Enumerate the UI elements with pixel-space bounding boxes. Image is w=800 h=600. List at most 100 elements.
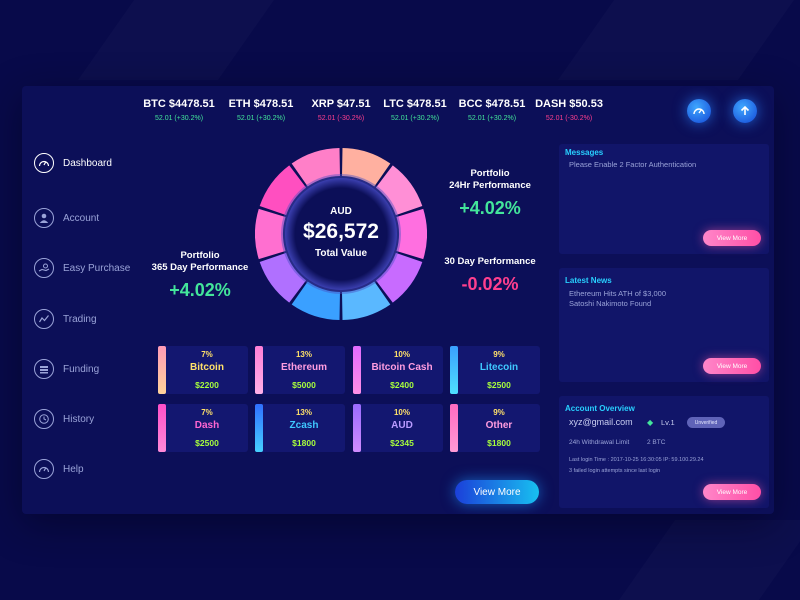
clock-icon (34, 409, 54, 429)
messages-title: Messages (565, 148, 604, 157)
ticker-name: BTC $4478.51 (143, 98, 215, 110)
perf-30d-label: 30 Day Performance (444, 256, 536, 267)
news-title: Latest News (565, 276, 612, 285)
asset-card[interactable]: 13% Ethereum $5000 (255, 346, 345, 394)
sidebar-item-label: History (63, 413, 95, 425)
account-level: Lv.1 (661, 418, 675, 427)
speedometer-icon[interactable] (687, 99, 711, 123)
ticker-name: ETH $478.51 (228, 98, 294, 110)
news-item[interactable]: Ethereum Hits ATH of $3,000 (569, 289, 666, 298)
donut-segment (342, 148, 391, 187)
view-more-button[interactable]: View More (455, 480, 539, 504)
asset-name: Ethereum (280, 362, 328, 373)
status-badge: Unverified (687, 417, 725, 428)
asset-percent: 13% (295, 350, 312, 359)
asset-percent: 9% (493, 408, 505, 417)
sidebar-item-label: Account (63, 212, 100, 224)
asset-card[interactable]: 13% Zcash $1800 (255, 404, 345, 452)
donut-segment (291, 148, 340, 187)
messages-view-more-button[interactable]: View More (703, 230, 761, 246)
background-shape (558, 0, 800, 80)
withdraw-limit-value: 2 BTC (647, 439, 666, 446)
asset-color-stripe (353, 346, 361, 394)
ticker-item[interactable]: BTC $4478.51 52.01 (+30.2%) (134, 98, 224, 122)
sidebar-item-trading[interactable]: Trading (34, 306, 154, 332)
asset-price: $2345 (390, 438, 414, 448)
sidebar-item-label: Trading (63, 313, 97, 325)
perf-365d-label: 365 Day Performance (151, 262, 249, 273)
asset-price: $2500 (195, 438, 219, 448)
asset-card[interactable]: 10% AUD $2345 (353, 404, 443, 452)
message-item[interactable]: Please Enable 2 Factor Authentication (569, 160, 697, 169)
perf-30d-value: -0.02% (461, 274, 519, 294)
ticker-item[interactable]: DASH $50.53 52.01 (-30.2%) (524, 98, 614, 122)
diamond-icon: ◆ (647, 418, 654, 427)
donut-segment (255, 208, 286, 260)
ticker-change: 52.01 (-30.2%) (545, 115, 593, 122)
asset-card[interactable]: 9% Litecoin $2500 (450, 346, 540, 394)
asset-percent: 9% (493, 350, 505, 359)
asset-percent: 13% (295, 408, 312, 417)
perf-365d-label: Portfolio (180, 250, 220, 261)
help-icon (34, 459, 54, 479)
donut-segment (375, 165, 423, 216)
sidebar-item-dashboard[interactable]: Dashboard (34, 150, 154, 176)
failed-login-info: 3 failed login attempts since last login (569, 468, 661, 474)
asset-card[interactable]: 10% Bitcoin Cash $2400 (353, 346, 443, 394)
funding-icon (34, 359, 54, 379)
news-card: Latest News Ethereum Hits ATH of $3,000 … (559, 268, 769, 382)
last-login-info: Last login Time : 2017-10-25 16:30:05 IP… (569, 457, 704, 463)
sidebar-item-help[interactable]: Help (34, 456, 154, 482)
asset-name: Zcash (289, 420, 319, 431)
asset-card[interactable]: 9% Other $1800 (450, 404, 540, 452)
ticker-change: 52.01 (-30.2%) (317, 115, 365, 122)
ticker-name: LTC $478.51 (383, 98, 447, 110)
asset-name: Litecoin (479, 362, 519, 373)
ticker-name: BCC $478.51 (458, 98, 526, 110)
asset-percent: 7% (201, 350, 213, 359)
asset-card[interactable]: 7% Bitcoin $2200 (158, 346, 248, 394)
upload-icon[interactable] (733, 99, 757, 123)
ticker-change: 52.01 (+30.2%) (154, 115, 204, 122)
asset-percent: 7% (201, 408, 213, 417)
hand-coin-icon (34, 258, 54, 278)
asset-name: Bitcoin (190, 362, 224, 373)
ticker-item[interactable]: BCC $478.51 52.01 (+30.2%) (447, 98, 537, 122)
sidebar-item-easy-purchase[interactable]: Easy Purchase (34, 255, 154, 281)
messages-card: Messages Please Enable 2 Factor Authenti… (559, 144, 769, 254)
news-view-more-button[interactable]: View More (703, 358, 761, 374)
ticker-item[interactable]: XRP $47.51 52.01 (-30.2%) (296, 98, 386, 122)
sidebar-item-label: Help (63, 463, 84, 475)
ticker-item[interactable]: LTC $478.51 52.01 (+30.2%) (370, 98, 460, 122)
ticker-item[interactable]: ETH $478.51 52.01 (+30.2%) (216, 98, 306, 122)
ticker-name: XRP $47.51 (311, 98, 371, 110)
sidebar-item-account[interactable]: Account (34, 205, 154, 231)
portfolio-currency: AUD (330, 206, 352, 217)
asset-color-stripe (255, 404, 263, 452)
news-item[interactable]: Satoshi Nakimoto Found (569, 299, 652, 308)
asset-color-stripe (353, 404, 361, 452)
asset-name: Dash (194, 420, 220, 431)
background-shape (78, 0, 302, 80)
ticker-change: 52.01 (+30.2%) (236, 115, 286, 122)
donut-segment (259, 165, 307, 216)
background-shape (605, 520, 800, 600)
sidebar-item-label: Dashboard (63, 157, 112, 169)
price-ticker: BTC $4478.51 52.01 (+30.2%) ETH $478.51 … (143, 98, 636, 132)
donut-segment (375, 252, 423, 303)
asset-color-stripe (450, 346, 458, 394)
donut-segment (342, 281, 391, 320)
asset-color-stripe (450, 404, 458, 452)
perf-30d: 30 Day Performance -0.02% (426, 256, 554, 295)
perf-365d-value: +4.02% (169, 280, 231, 300)
sidebar-item-history[interactable]: History (34, 406, 154, 432)
account-email: xyz@gmail.com (569, 417, 633, 427)
user-icon (34, 208, 54, 228)
asset-card[interactable]: 7% Dash $2500 (158, 404, 248, 452)
sidebar-item-funding[interactable]: Funding (34, 356, 154, 382)
asset-color-stripe (158, 346, 166, 394)
asset-name: Other (485, 420, 513, 431)
account-view-more-button[interactable]: View More (703, 484, 761, 500)
perf-24h-value: +4.02% (459, 198, 521, 218)
portfolio-total-label: Total Value (314, 248, 368, 259)
